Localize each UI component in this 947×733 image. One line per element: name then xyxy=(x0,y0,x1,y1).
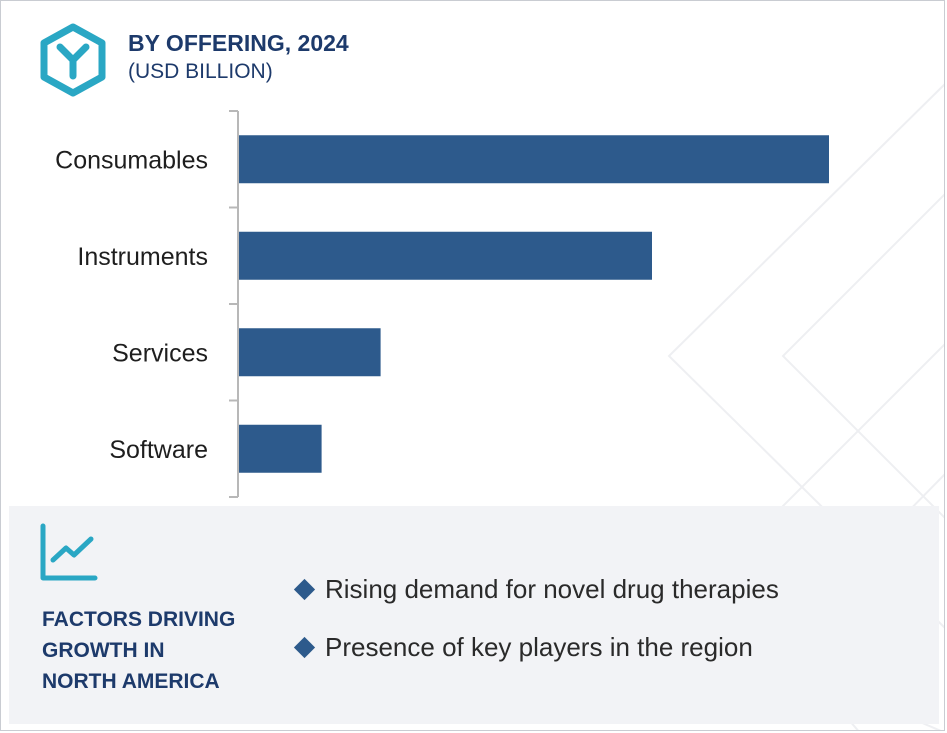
chart-subtitle: (USD BILLION) xyxy=(128,60,273,83)
factor-item: Presence of key players in the region xyxy=(293,629,779,665)
factor-item-text: Presence of key players in the region xyxy=(325,631,753,662)
factor-item-text: Rising demand for novel drug therapies xyxy=(325,573,779,604)
bar-software xyxy=(239,424,322,473)
category-label: Consumables xyxy=(55,146,208,174)
bar-consumables xyxy=(239,135,829,184)
category-label: Services xyxy=(112,339,208,367)
hexagon-y-logo-icon xyxy=(40,23,106,97)
category-label: Instruments xyxy=(77,243,208,271)
factors-panel xyxy=(9,506,939,724)
diamond-bullet-icon xyxy=(293,578,316,600)
diamond-bullet-icon xyxy=(293,636,316,658)
bar-instruments xyxy=(239,231,652,280)
chart-title: BY OFFERING, 2024 xyxy=(128,30,349,56)
factors-title: FACTORS DRIVING GROWTH IN NORTH AMERICA xyxy=(42,608,236,693)
bar-services xyxy=(239,328,381,377)
category-label: Software xyxy=(109,436,208,464)
factors-list: Rising demand for novel drug therapies P… xyxy=(293,571,779,687)
line-chart-trend-icon xyxy=(40,523,98,581)
factor-item: Rising demand for novel drug therapies xyxy=(293,571,779,607)
